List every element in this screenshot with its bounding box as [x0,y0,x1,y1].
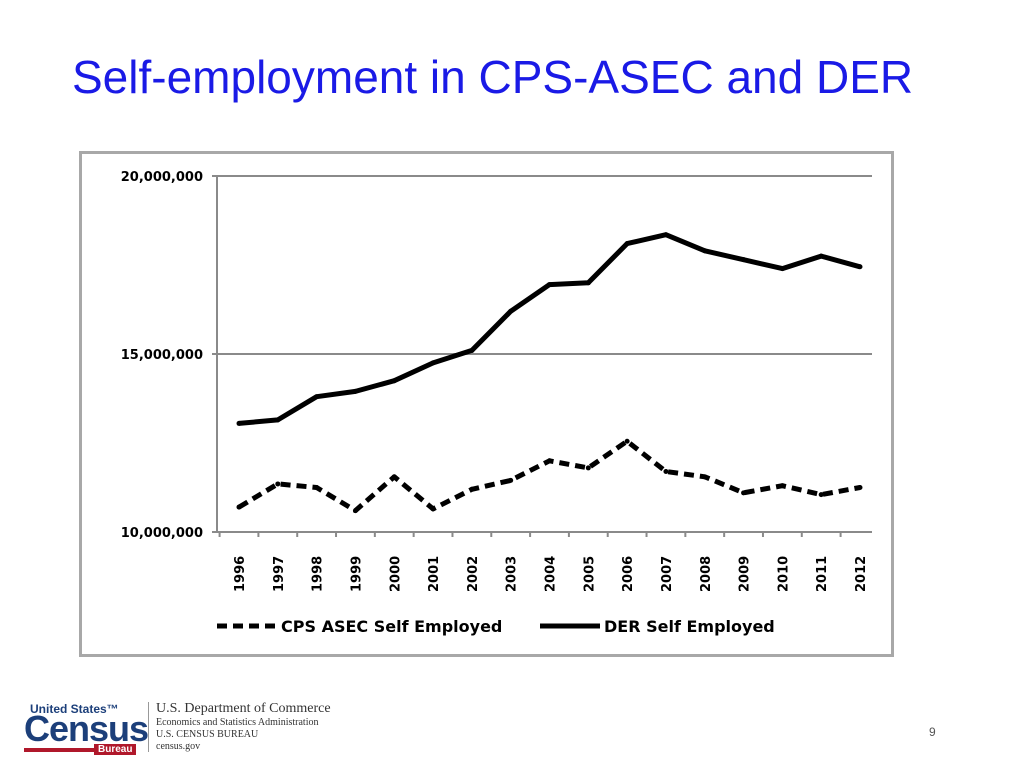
logo-main-text: Census [24,708,149,749]
dept-sub-website: census.gov [156,741,201,752]
data-point [624,438,630,444]
data-point [857,485,863,490]
data-point [314,394,320,400]
data-point [779,483,785,489]
x-tick-label: 2001 [427,556,442,592]
data-point [236,504,242,510]
data-point [469,347,475,353]
x-tick-label: 2009 [738,556,753,592]
data-point [741,490,747,496]
data-point [663,468,669,474]
data-point [779,266,785,272]
slide-title: Self-employment in CPS-ASEC and DER [72,51,914,103]
y-tick-label: 15,000,000 [121,348,203,363]
data-point [702,248,708,254]
dept-sub-census: U.S. CENSUS BUREAU [156,729,259,740]
x-tick-label: 2011 [815,556,830,592]
x-tick-label: 1997 [272,556,287,592]
logo-top-text: United States™ [30,702,119,716]
data-point [585,465,591,471]
x-tick-label: 2008 [699,556,714,592]
x-tick-label: 2010 [776,556,791,592]
footer-divider [148,702,149,752]
chart-frame: 10,000,000 15,000,000 20,000,000 1996 1997 19… [79,151,894,657]
data-point [547,282,552,288]
data-point [352,388,358,394]
x-tick-label: 2012 [854,556,869,592]
data-point [508,477,514,483]
logo-bureau-text: Bureau [94,744,137,755]
data-point [275,417,281,423]
data-point [352,508,358,514]
line-chart: 10,000,000 15,000,000 20,000,000 1996 1997 19… [121,170,872,636]
y-tick-label: 20,000,000 [121,170,203,185]
x-tick-label: 2004 [544,556,559,592]
series-line-1 [238,232,861,426]
x-tick-label: 1999 [349,556,364,592]
x-tick-label: 2005 [582,556,597,592]
data-point [430,360,436,366]
x-tick-label: 2007 [660,556,675,592]
footer: United States™ Census Bureau U.S. Depart… [24,700,984,760]
dept-name: U.S. Department of Commerce [156,701,331,716]
data-point [236,420,242,426]
page-number: 9 [929,725,936,739]
census-logo: United States™ Census Bureau [24,700,149,756]
data-point [391,474,397,480]
series-line-0 [237,438,861,514]
data-point [624,241,630,247]
dept-sub-esa: Economics and Statistics Administration [156,717,319,728]
data-point [663,232,669,238]
data-point [857,264,863,270]
data-point [508,308,514,314]
data-point [275,481,281,487]
data-point [741,257,747,263]
logo-red-bar [24,748,94,752]
data-point [391,378,397,384]
x-tick-label: 2003 [505,556,520,592]
department-block: U.S. Department of Commerce Economics an… [156,700,331,753]
x-tick-label: 2002 [466,556,481,592]
legend-label: DER Self Employed [604,617,775,636]
data-point [469,486,475,492]
data-point [585,280,591,286]
x-tick-label: 1998 [311,556,326,592]
data-point [818,253,824,259]
data-point [547,458,552,464]
data-point [430,506,436,512]
data-point [702,474,708,480]
legend-label: CPS ASEC Self Employed [281,617,502,636]
x-tick-label: 2000 [388,556,403,592]
x-tick-label: 1996 [233,556,248,592]
data-point [818,492,824,498]
x-tick-label: 2006 [621,556,636,592]
y-tick-label: 10,000,000 [121,526,203,541]
data-point [314,485,320,490]
